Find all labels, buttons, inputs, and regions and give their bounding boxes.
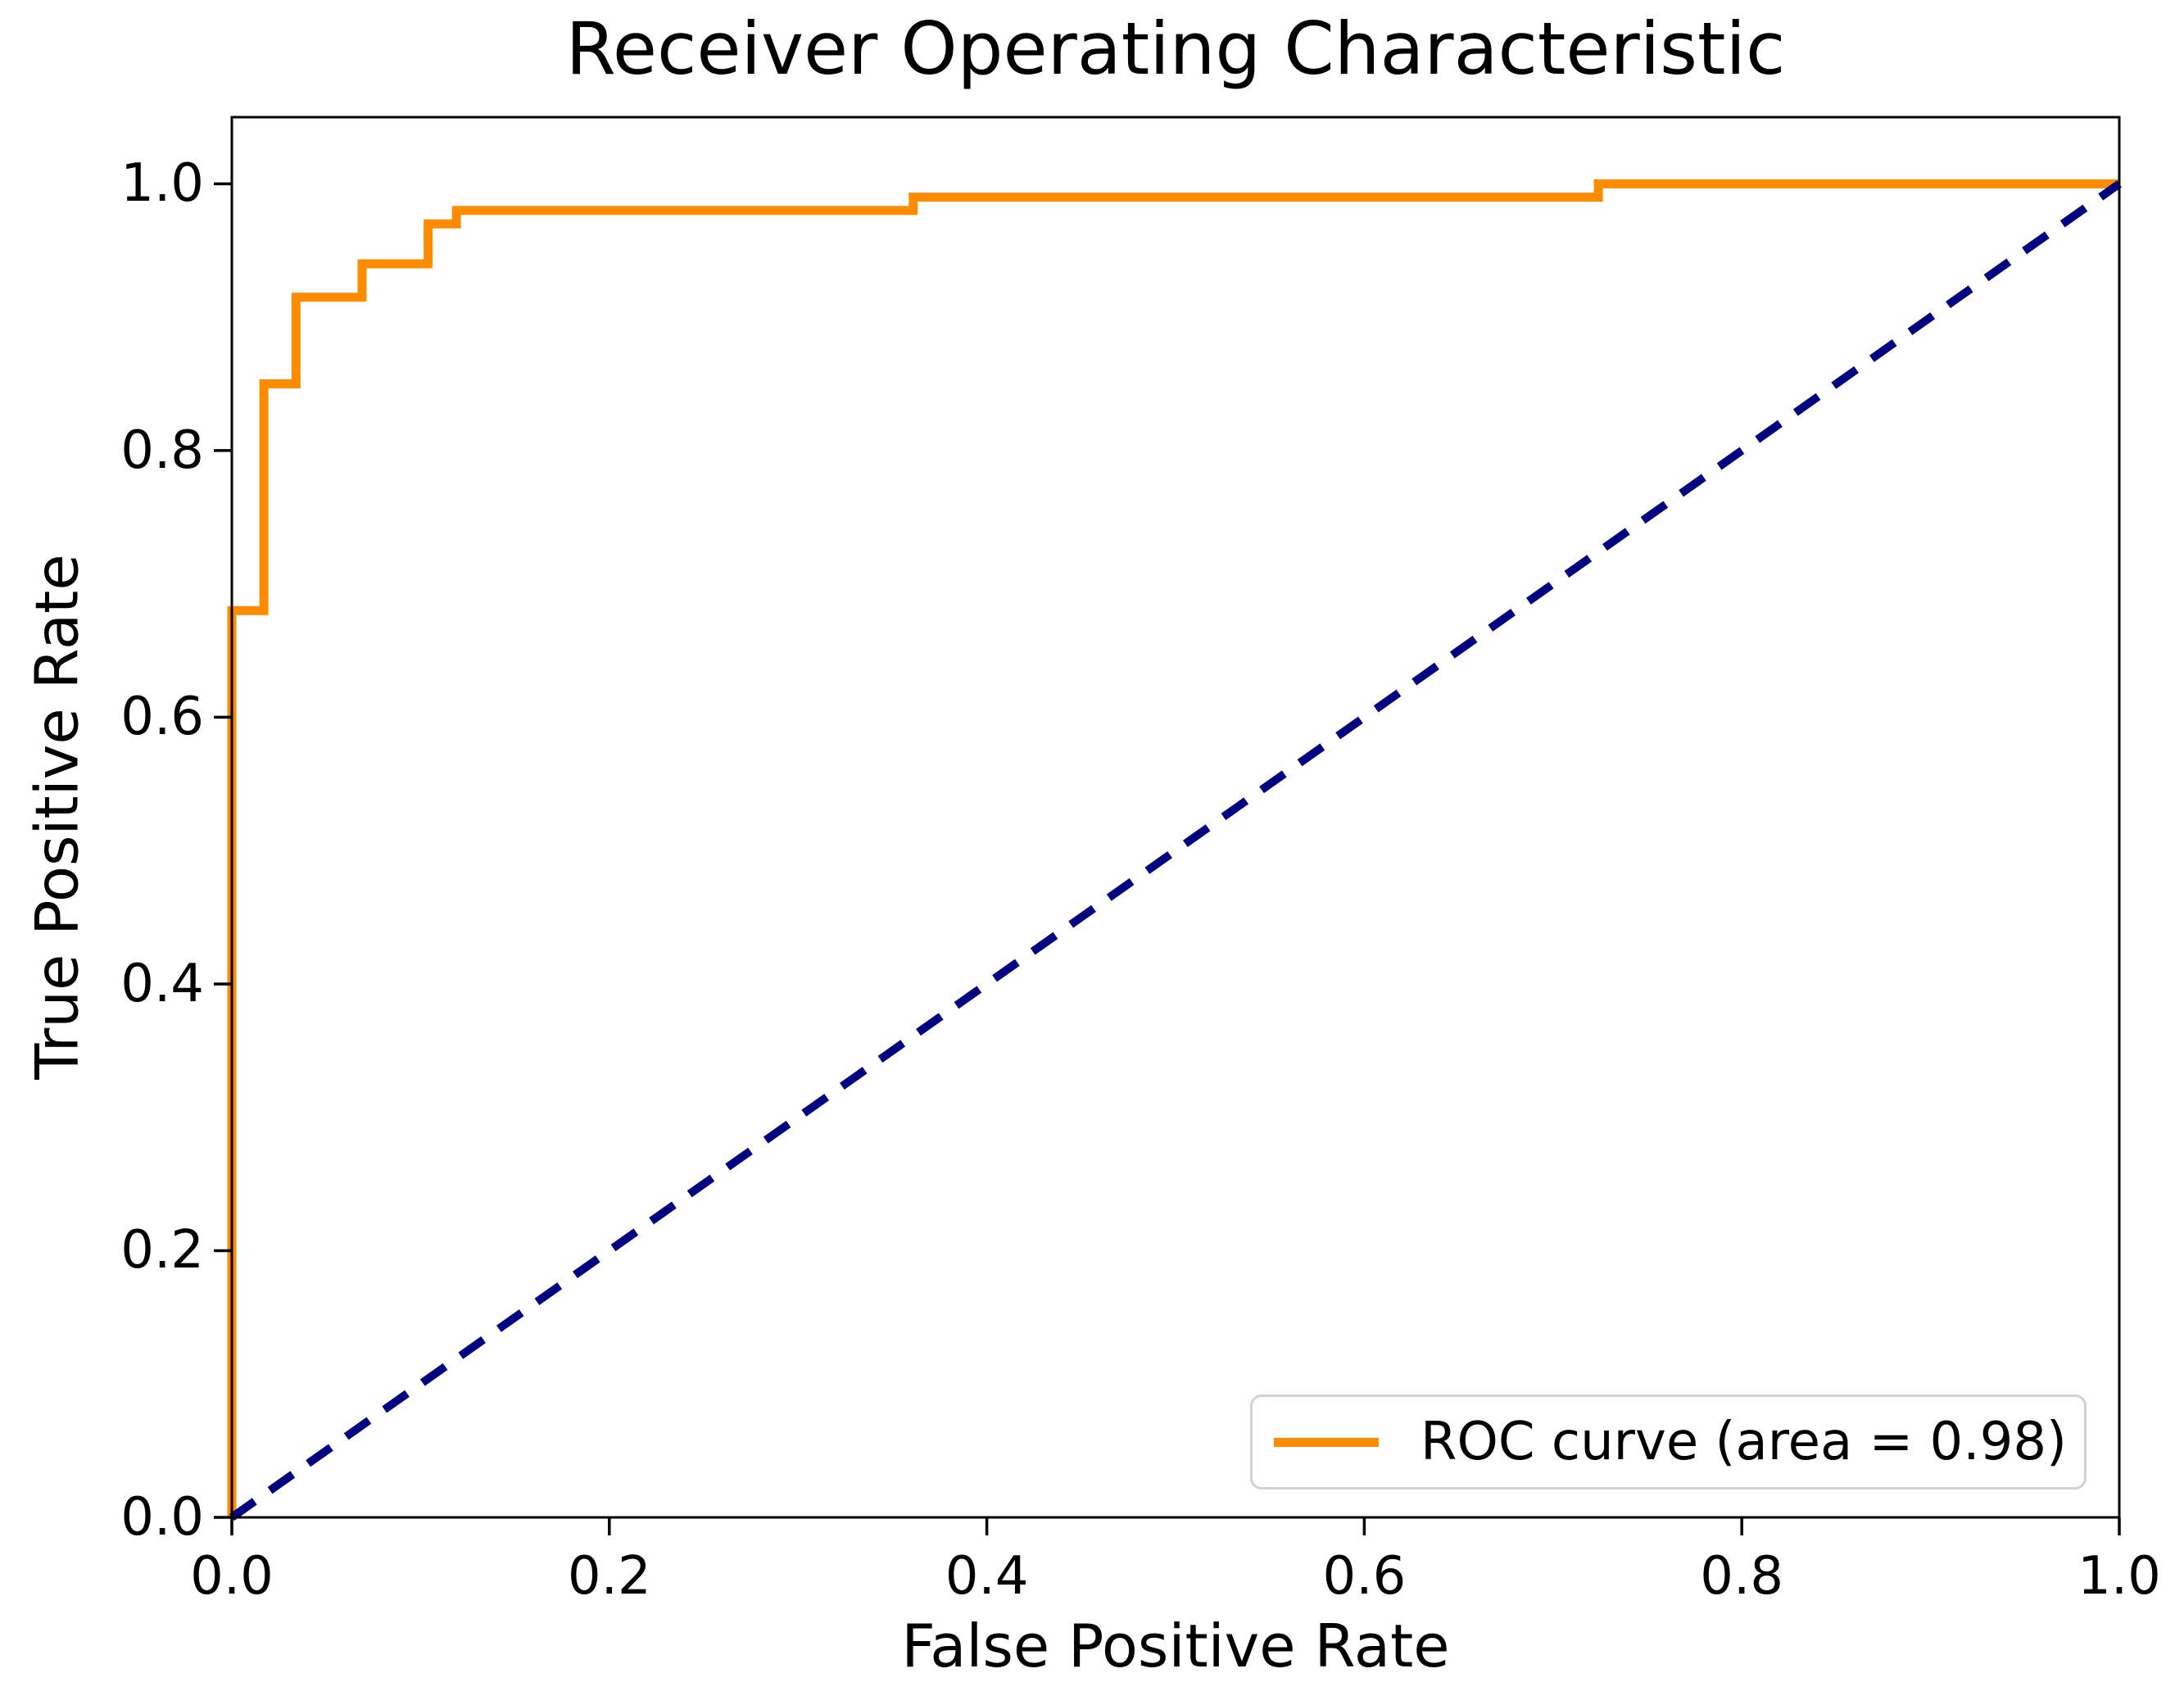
x-tick-label: 1.0 (2078, 1546, 2161, 1607)
x-tick-label: 0.4 (945, 1546, 1029, 1607)
x-axis-label: False Positive Rate (901, 1612, 1450, 1680)
chance-diagonal-line (229, 180, 2122, 1521)
x-tick-label: 0.6 (1322, 1546, 1407, 1607)
roc-curve-line (227, 179, 2119, 1517)
y-tick-label: 0.8 (120, 419, 204, 481)
legend: ROC curve (area = 0.98) (1250, 1394, 2087, 1490)
x-tick-label: 0.0 (190, 1546, 274, 1607)
x-tick-label: 0.2 (567, 1546, 651, 1607)
y-tick-label: 0.4 (120, 953, 204, 1014)
y-tick-label: 0.6 (120, 687, 204, 748)
legend-label: ROC curve (area = 0.98) (1421, 1412, 2067, 1472)
y-tick-label: 0.2 (120, 1220, 204, 1281)
y-tick-label: 0.0 (120, 1487, 204, 1548)
y-tick-label: 1.0 (120, 153, 204, 215)
y-axis-label: True Positive Rate (22, 554, 92, 1080)
legend-line-swatch (1274, 1437, 1379, 1447)
chart-title: Receiver Operating Characteristic (565, 7, 1786, 91)
x-tick-label: 0.8 (1700, 1546, 1784, 1607)
axes-spines (230, 116, 2121, 1519)
